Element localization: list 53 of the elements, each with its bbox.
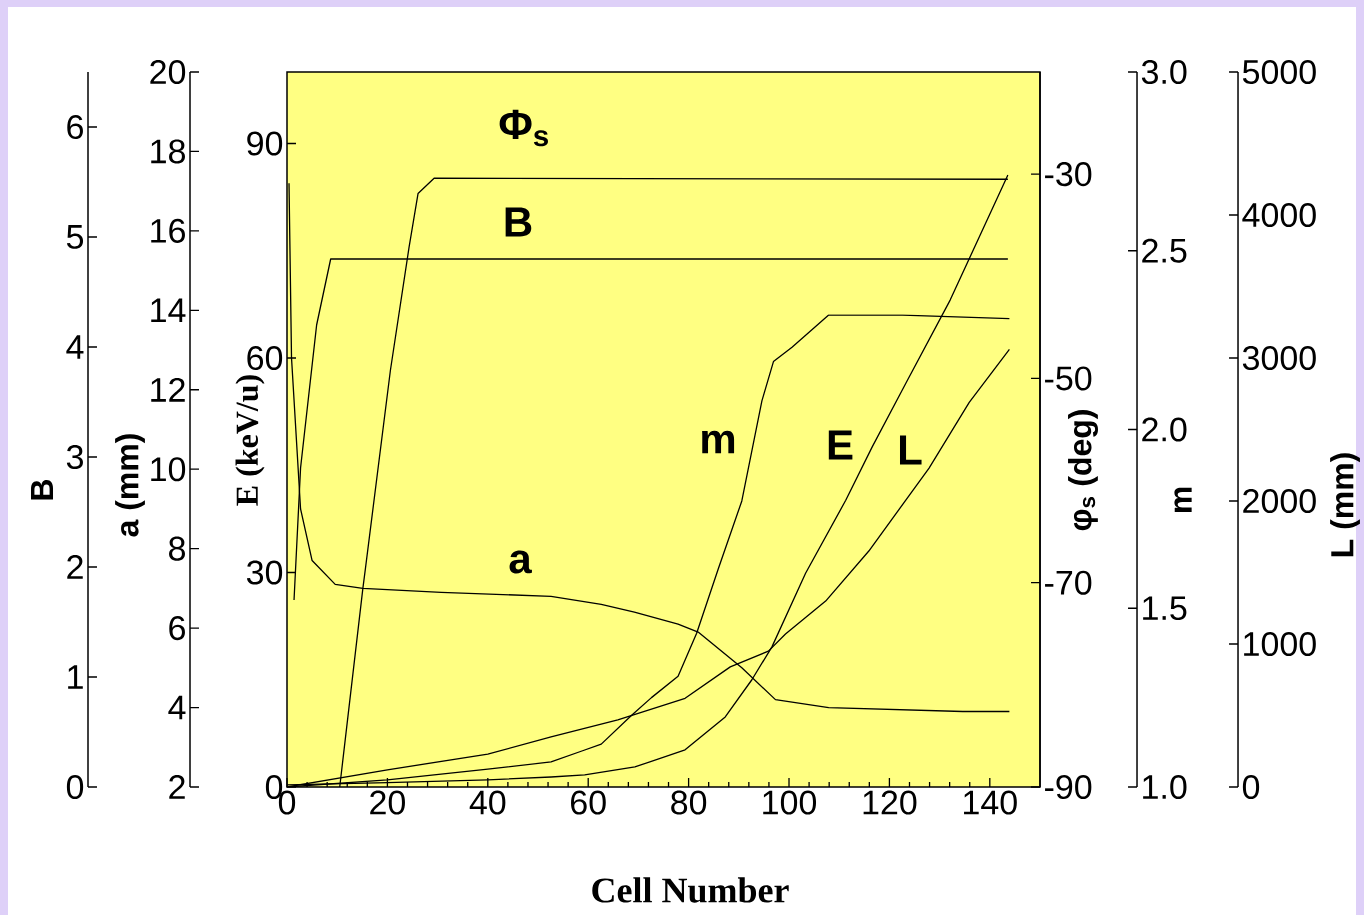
y-tick-label: 4 (168, 695, 186, 720)
y2-axis-title: B (31, 479, 54, 500)
x-axis-title: Cell Number (592, 877, 789, 903)
y2-tick-label: -50 (1045, 366, 1092, 391)
x-tick-label: 60 (571, 790, 606, 815)
series-label: Φ$_{s}$ (499, 109, 548, 147)
y2-tick-label: 4 (66, 335, 84, 359)
y2-tick-label: 6 (67, 114, 83, 140)
y-tick-label: 18 (151, 139, 185, 164)
y2-tick-label: -70 (1045, 570, 1092, 595)
y3-tick-label: 2000 (1243, 488, 1316, 514)
y3-tick-label: 2.5 (1142, 238, 1187, 263)
y2-tick-label: 2 (67, 555, 83, 579)
series-label: a (509, 550, 532, 574)
y2-axis-title: φ$_{s}$ (deg) (1068, 410, 1098, 531)
y2-tick-label: -90 (1045, 774, 1092, 800)
y-tick-label: 90 (247, 131, 283, 156)
y-tick-label: 8 (169, 536, 185, 561)
y-tick-label: 20 (150, 59, 186, 85)
x-tick-label: 20 (370, 790, 405, 815)
y2-tick-label: 5 (66, 225, 84, 249)
y3-axis-title: L (mm) (1330, 453, 1360, 557)
y3-axis-title: m (1174, 487, 1192, 513)
x-tick-label: 80 (671, 790, 707, 815)
y-tick-label: 10 (151, 457, 186, 482)
series-label: E (828, 430, 853, 460)
y2-tick-label: 1 (68, 665, 83, 689)
x-tick-label: 40 (469, 790, 506, 815)
series-label: L (899, 435, 922, 465)
y3-tick-label: 4000 (1242, 202, 1316, 228)
y-tick-label: 30 (246, 560, 283, 585)
y-tick-label: 6 (169, 616, 185, 641)
series-label: m (702, 430, 735, 454)
y-axis-title: a (mm) (115, 434, 145, 537)
y3-tick-label: 1.0 (1143, 774, 1187, 800)
y-tick-label: 16 (151, 218, 185, 243)
series-label: B (505, 207, 532, 237)
y-tick-label: 2 (169, 775, 185, 799)
y3-tick-label: 2.0 (1142, 417, 1187, 442)
y-tick-label: 14 (151, 298, 186, 323)
y-tick-label: 12 (151, 377, 185, 402)
y3-tick-label: 1000 (1244, 631, 1316, 657)
x-tick-label: 120 (863, 790, 917, 815)
y2-tick-label: 3 (66, 444, 83, 470)
y2-tick-label: -30 (1045, 162, 1092, 187)
y-tick-label: 60 (247, 345, 283, 371)
y3-tick-label: 3.0 (1141, 59, 1187, 85)
x-tick-label: 140 (964, 790, 1017, 815)
y3-tick-label: 1.5 (1143, 596, 1187, 621)
y-axis-title: E (keV/u) (235, 375, 265, 506)
y3-tick-label: 5000 (1242, 59, 1316, 85)
y3-tick-label: 3000 (1242, 345, 1316, 371)
x-tick-label: 100 (763, 790, 817, 815)
